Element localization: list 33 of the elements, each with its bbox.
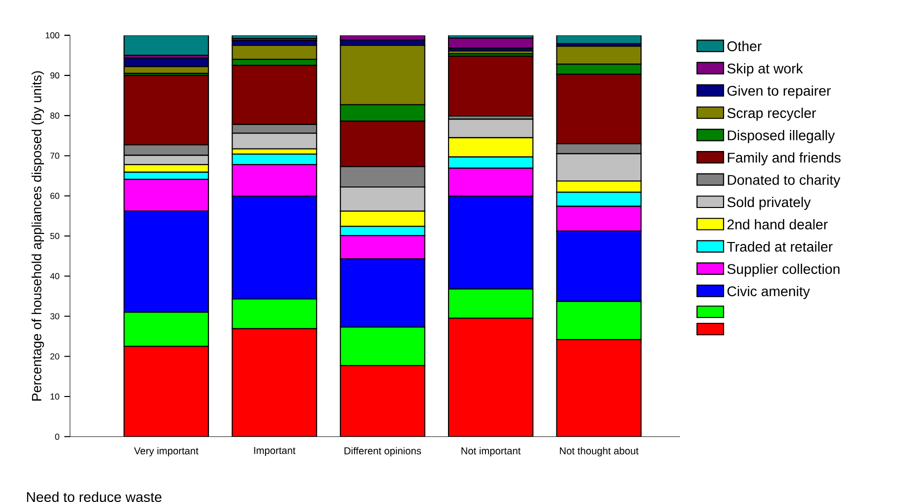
y-tick-label: 90 [50,72,60,79]
legend-label: Skip at work [727,63,803,76]
legend-label: 2nd hand dealer [727,219,828,230]
y-tick-label: 20 [50,353,60,360]
y-axis-title: Percentage of household appliances disposed (by units) [32,71,44,401]
legend-label: Family and friends [728,152,841,166]
bar [448,38,534,49]
y-tick-label: 10 [50,393,60,400]
x-axis-title: Need to reduce waste [27,492,162,502]
y-tick-label: 30 [50,313,60,320]
bar [448,56,534,117]
bar [124,35,209,56]
legend-label: Traded at retailer [727,241,833,252]
legend-label: Donated to charity [728,174,840,188]
legend-label: Sold privately [727,196,811,210]
y-tick-label: 50 [50,232,60,240]
y-tick-label: 40 [50,273,60,280]
legend-label: Scrap recycler [727,108,816,121]
legend-label: Disposed illegally [728,130,835,144]
x-tick-label: Important [254,447,296,456]
x-tick-label: Very important [134,447,198,456]
y-tick-label: 80 [50,112,60,119]
y-tick-label: 70 [50,152,60,159]
legend-label: Other [727,40,762,52]
x-tick-label: Not important [462,447,521,456]
legend-label: Given to repairer [727,85,831,99]
legend-label: Civic amenity [727,286,810,300]
legend-label: Supplier collection [727,264,840,277]
y-tick-label: 100 [46,32,60,38]
x-tick-label: Not thought about [560,447,639,456]
y-tick-label: 60 [50,192,60,199]
y-tick-label: 0 [55,434,60,440]
x-tick-label: Different opinions [344,447,422,456]
